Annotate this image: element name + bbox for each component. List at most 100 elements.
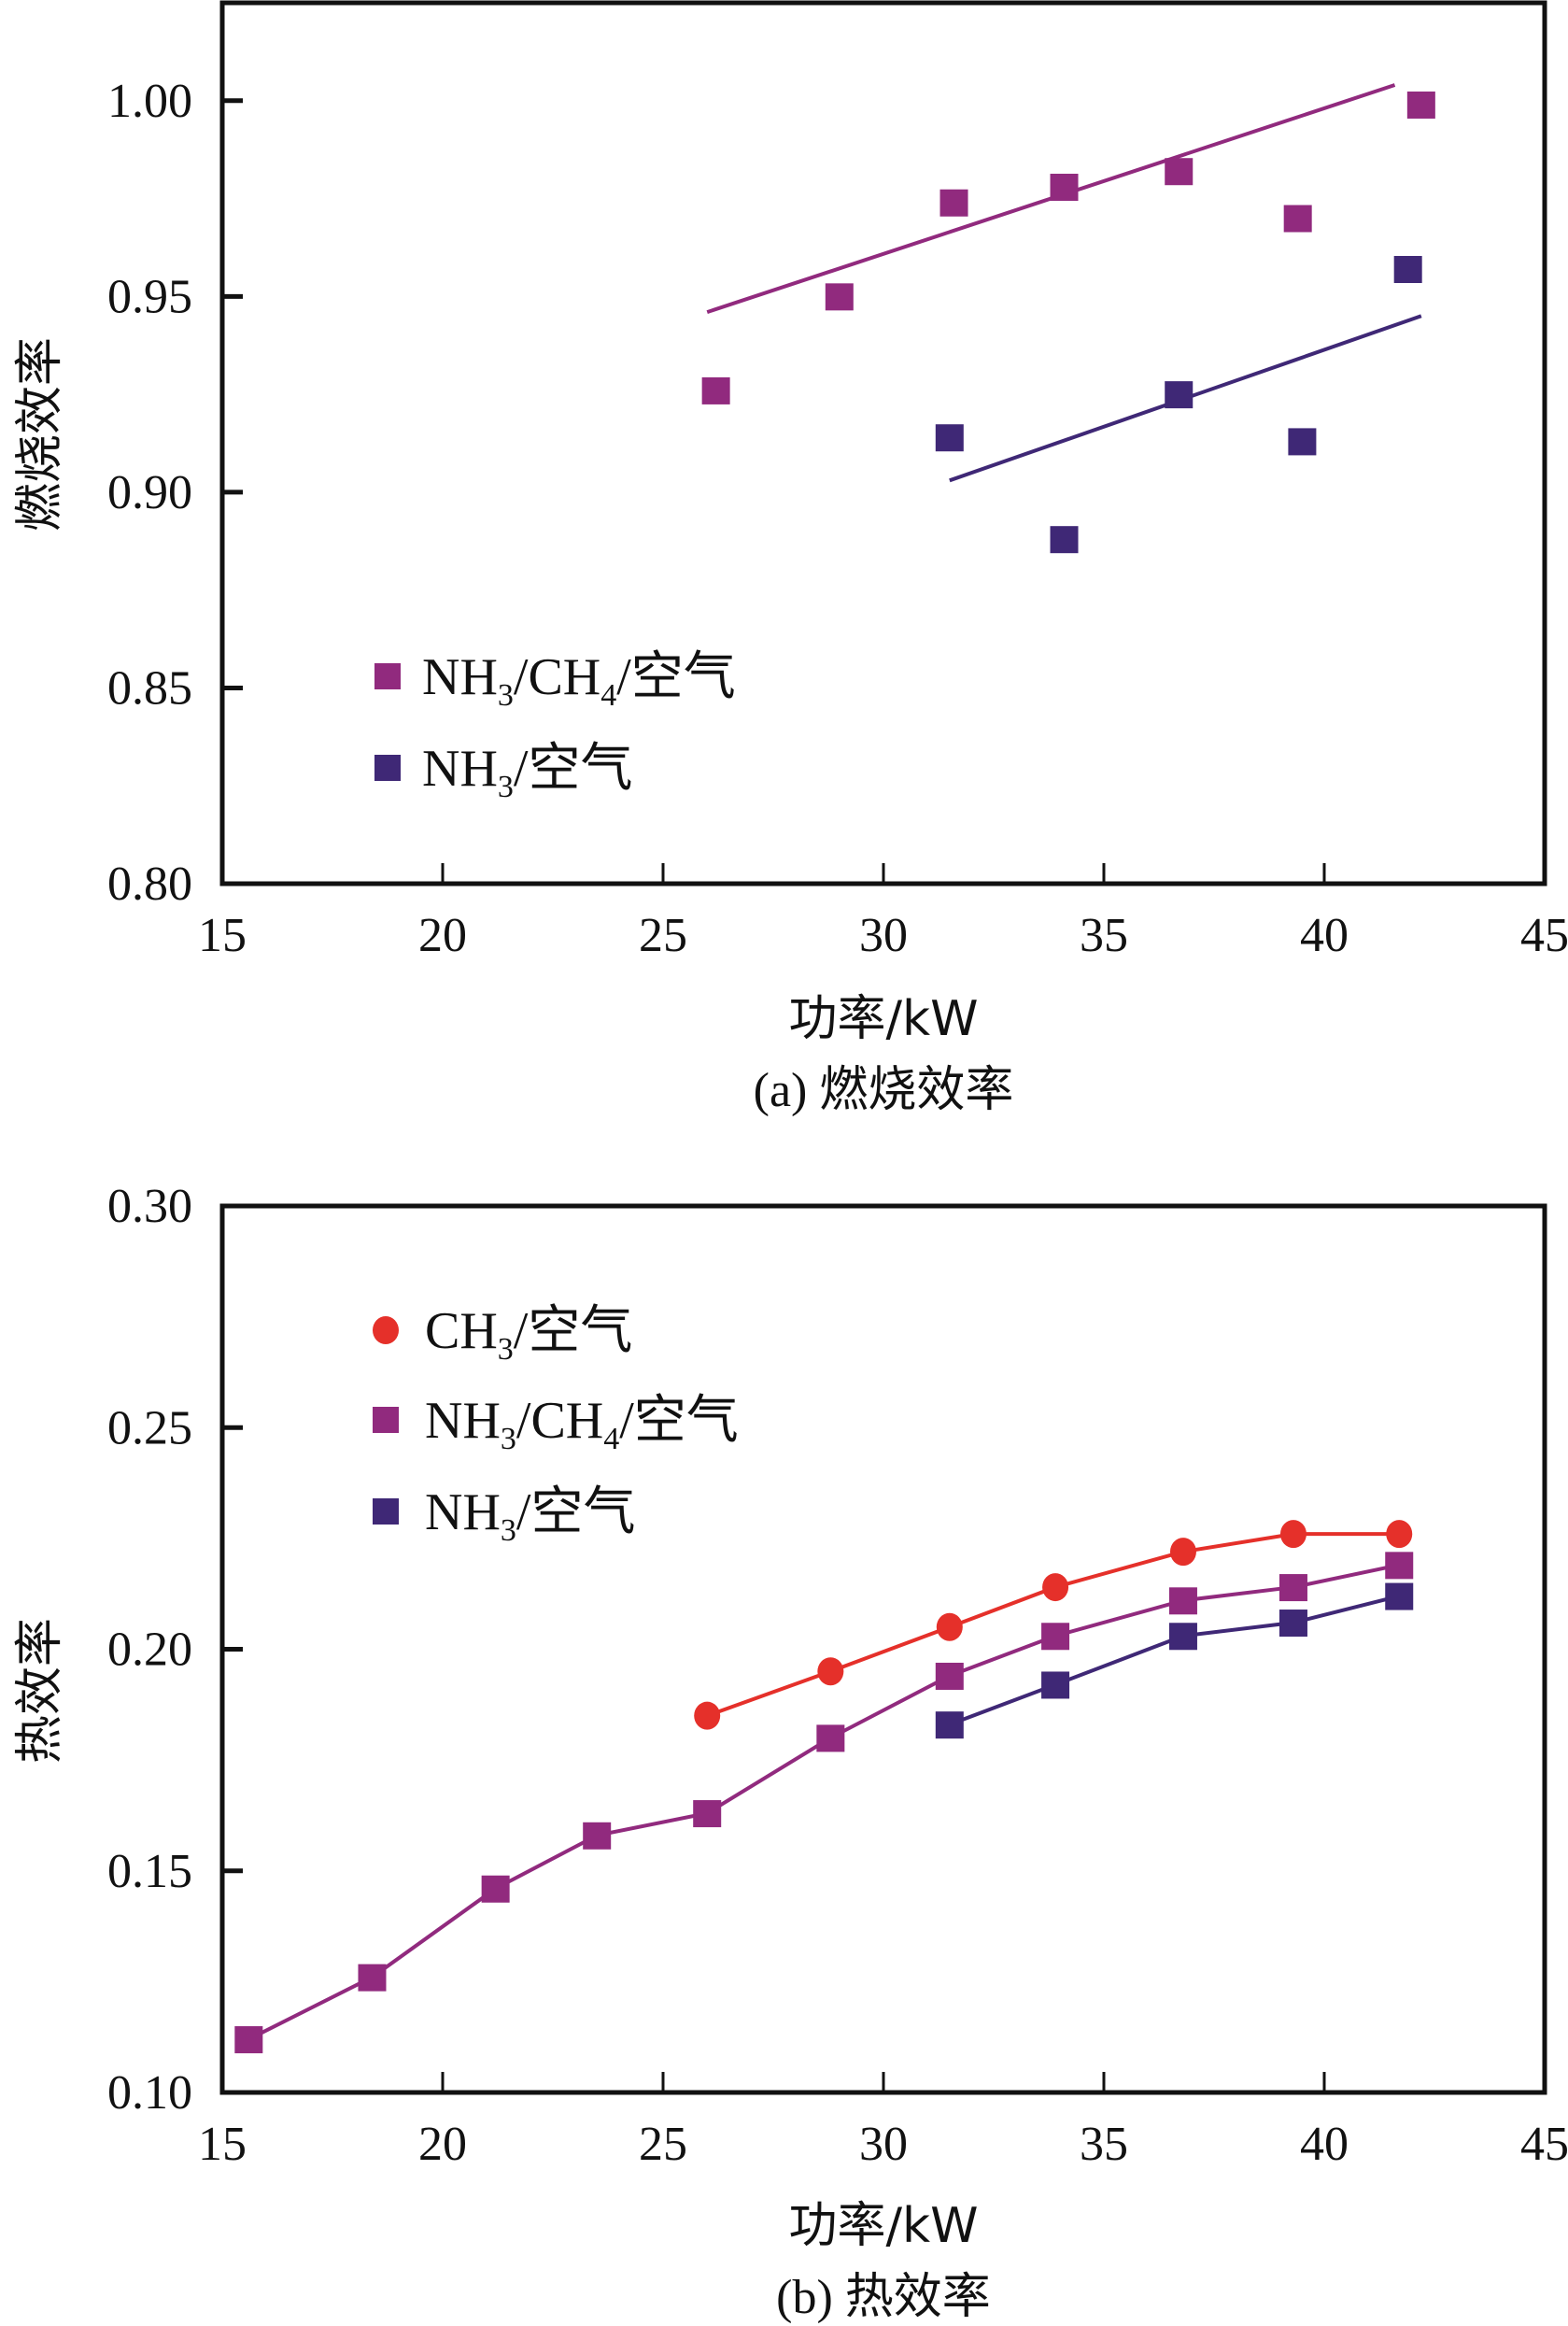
- legend-label-part: NH: [422, 648, 498, 706]
- data-point: [1041, 1623, 1070, 1651]
- legend-marker: [373, 1407, 399, 1433]
- y-tick-label: 0.90: [107, 466, 192, 519]
- legend-label-part: /空气: [616, 648, 736, 706]
- chart-caption: (a) 燃烧效率: [754, 1064, 1014, 1117]
- y-tick-label: 0.10: [107, 2066, 192, 2120]
- series-2: [935, 1582, 1414, 1739]
- legend-entry: NH3/空气: [373, 1483, 635, 1548]
- data-point: [817, 1657, 844, 1686]
- data-point: [583, 1822, 612, 1850]
- data-point: [936, 1612, 963, 1641]
- data-point: [1393, 255, 1422, 283]
- chart-caption: (b) 热效率: [776, 2271, 991, 2324]
- x-tick-label: 30: [859, 909, 908, 962]
- legend-label-part: NH: [422, 740, 498, 798]
- legend-marker: [374, 663, 401, 689]
- x-tick-label: 35: [1080, 909, 1128, 962]
- y-tick-label: 0.85: [107, 661, 192, 715]
- legend-entry: CH3/空气: [373, 1302, 632, 1367]
- data-point: [816, 1724, 845, 1752]
- data-point: [1386, 1520, 1413, 1549]
- legend-label-part: /空气: [516, 1483, 636, 1541]
- y-tick-label: 0.80: [107, 858, 192, 911]
- x-tick-label: 15: [198, 2118, 247, 2171]
- y-tick-label: 1.00: [107, 75, 192, 128]
- data-point: [1050, 173, 1079, 201]
- legend-marker: [373, 1316, 399, 1344]
- legend-label-part: 3: [498, 1332, 514, 1367]
- data-point: [694, 1701, 721, 1730]
- y-tick-label: 0.30: [107, 1180, 192, 1233]
- legend-label: NH3/空气: [425, 1483, 635, 1548]
- legend-label-part: /空气: [514, 740, 633, 798]
- x-tick-label: 40: [1300, 2118, 1349, 2171]
- data-point: [935, 1662, 964, 1690]
- series-line: [247, 1563, 1400, 2041]
- data-point: [935, 424, 964, 452]
- series-1: [935, 255, 1422, 554]
- legend-label-part: 3: [498, 678, 514, 713]
- legend-marker: [374, 755, 401, 781]
- x-tick-label: 35: [1080, 2118, 1128, 2171]
- plot-frame: [219, 1203, 1547, 2095]
- data-point: [1165, 158, 1194, 186]
- data-point: [1288, 428, 1317, 456]
- legend-label: CH3/空气: [425, 1302, 632, 1367]
- data-point: [1050, 526, 1079, 554]
- data-point: [481, 1875, 510, 1903]
- x-tick-label: 40: [1300, 909, 1349, 962]
- legend-label: NH3/CH4/空气: [425, 1392, 739, 1456]
- legend-label-part: /空气: [619, 1392, 739, 1450]
- legend-entry: NH3/CH4/空气: [373, 1392, 739, 1456]
- x-tick-label: 45: [1520, 2118, 1568, 2171]
- data-point: [1278, 1610, 1307, 1638]
- x-tick-label: 20: [418, 2118, 467, 2171]
- legend-marker: [373, 1498, 399, 1525]
- y-axis-title: 燃烧效率: [12, 337, 68, 532]
- legend-label-part: NH: [425, 1392, 501, 1450]
- series-line: [949, 1594, 1400, 1727]
- x-tick-label: 30: [859, 2118, 908, 2171]
- data-point: [1041, 1671, 1070, 1699]
- data-point: [1169, 1538, 1196, 1567]
- y-axis-title: 热效率: [12, 1618, 68, 1764]
- x-tick-label: 45: [1520, 909, 1568, 962]
- data-point: [1168, 1587, 1197, 1615]
- data-point: [358, 1964, 387, 1992]
- legend-label-part: 3: [498, 770, 514, 804]
- legend-entry: NH3/CH4/空气: [374, 648, 736, 713]
- data-point: [1278, 1574, 1307, 1602]
- y-tick-label: 0.20: [107, 1624, 192, 1677]
- legend-label-part: 4: [600, 678, 616, 713]
- y-tick-label: 0.95: [107, 270, 192, 323]
- legend-label-part: /CH: [514, 648, 600, 706]
- data-point: [1042, 1573, 1069, 1602]
- legend-label: NH3/空气: [422, 740, 632, 804]
- data-point: [825, 283, 854, 311]
- data-point: [1406, 91, 1435, 119]
- data-point: [1165, 381, 1194, 409]
- data-point: [693, 1800, 722, 1828]
- x-tick-label: 15: [198, 909, 247, 962]
- series-1: [234, 1552, 1414, 2054]
- legend-label-part: CH: [425, 1302, 498, 1360]
- legend-label-part: /空气: [514, 1302, 633, 1360]
- x-tick-label: 20: [418, 909, 467, 962]
- data-point: [939, 189, 968, 217]
- series-0: [701, 83, 1435, 404]
- data-point: [1385, 1582, 1414, 1610]
- plot-frame: [219, 0, 1547, 886]
- legend-label-part: /CH: [516, 1392, 603, 1450]
- chart-combustion-efficiency: 15 20 25 30 35 40 45 0.80 0.85 0.90 0.95 1.00 功率/kW 燃…: [12, 0, 1568, 1117]
- legend-label-part: 3: [501, 1513, 516, 1548]
- series-0: [694, 1520, 1413, 1730]
- legend-label-part: 3: [501, 1422, 516, 1456]
- y-tick-label: 0.25: [107, 1401, 192, 1454]
- x-tick-label: 25: [639, 909, 687, 962]
- data-point: [1168, 1623, 1197, 1651]
- y-tick-label: 0.15: [107, 1845, 192, 1898]
- data-point: [234, 2026, 263, 2054]
- data-point: [1385, 1552, 1414, 1580]
- data-point: [935, 1711, 964, 1739]
